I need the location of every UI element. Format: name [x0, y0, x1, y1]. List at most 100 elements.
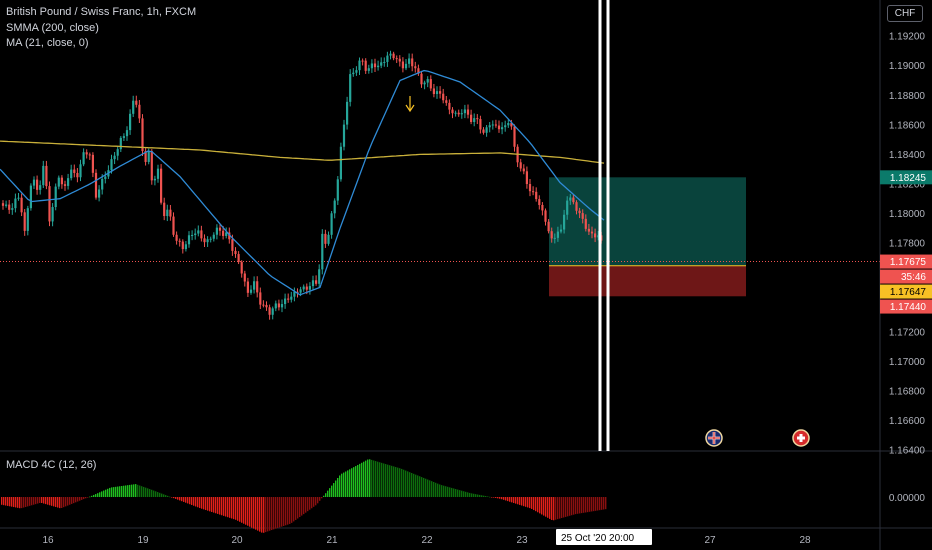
candle-body: [377, 65, 380, 68]
candle-body: [538, 199, 541, 205]
candle-body: [141, 118, 144, 152]
candle-body: [11, 208, 14, 210]
macd-bar: [479, 494, 481, 497]
macd-bar: [417, 475, 419, 497]
candle-body: [463, 109, 466, 114]
macd-bar: [501, 497, 503, 500]
macd-bar: [21, 497, 23, 509]
time-tick-label: 21: [326, 535, 338, 546]
macd-bar: [457, 489, 459, 497]
macd-bar: [365, 460, 367, 497]
candle-body: [510, 123, 513, 127]
candle-body: [398, 58, 401, 62]
candle-body: [318, 269, 321, 284]
flag-gb-icon[interactable]: [705, 429, 723, 447]
macd-bar: [449, 487, 451, 497]
smma-line: [0, 140, 605, 164]
candle-body: [532, 191, 535, 193]
macd-bar: [367, 459, 369, 497]
macd-bar: [595, 497, 597, 511]
macd-bar: [337, 478, 339, 497]
trade-position-zones[interactable]: [549, 177, 746, 297]
candle-body: [98, 189, 101, 198]
macd-bar: [441, 485, 443, 497]
candle-body: [110, 159, 113, 171]
macd-bar: [475, 494, 477, 497]
macd-bar: [587, 497, 589, 513]
macd-bar: [233, 497, 235, 520]
currency-button[interactable]: CHF: [887, 5, 923, 22]
macd-bar: [489, 496, 491, 498]
candle-body: [91, 154, 94, 173]
macd-bar: [517, 497, 519, 505]
macd-bar: [361, 462, 363, 497]
candle-body: [17, 197, 20, 199]
candle-body: [336, 179, 339, 201]
macd-bar: [157, 492, 159, 497]
macd-bar: [459, 490, 461, 497]
macd-bar: [151, 489, 153, 497]
candle-body: [451, 109, 454, 114]
macd-bar: [343, 472, 345, 497]
macd-bar: [443, 485, 445, 497]
price-tick-label: 1.17200: [889, 327, 926, 338]
macd-bar: [47, 497, 49, 505]
macd-bar: [179, 497, 181, 501]
price-tag-text: 1.17440: [890, 302, 927, 313]
macd-bar: [389, 465, 391, 497]
ma-legend[interactable]: MA (21, close, 0): [6, 37, 89, 49]
macd-bar: [187, 497, 189, 504]
candle-body: [556, 231, 559, 238]
macd-bar: [225, 497, 227, 517]
price-tag-box: [880, 254, 932, 269]
macd-bar: [145, 487, 147, 497]
macd-bar: [143, 486, 145, 497]
candle-body: [274, 303, 277, 309]
candle-body: [268, 307, 271, 315]
macd-bar: [119, 486, 121, 497]
time-tick-label: 27: [704, 535, 716, 546]
macd-bar: [465, 491, 467, 497]
symbol-title[interactable]: British Pound / Swiss Franc, 1h, FXCM: [6, 6, 197, 18]
macd-bar: [109, 487, 111, 497]
candle-body: [473, 118, 476, 123]
macd-bar: [375, 461, 377, 497]
macd-bar: [285, 497, 287, 526]
macd-bar: [231, 497, 233, 519]
candle-body: [404, 63, 408, 69]
macd-bar: [397, 467, 399, 497]
macd-bar: [561, 497, 563, 519]
macd-bar: [531, 497, 533, 509]
macd-bar: [553, 497, 555, 521]
candle-body: [144, 151, 147, 162]
candle-body: [122, 136, 125, 138]
time-tick-label: 22: [421, 535, 433, 546]
candle-body: [553, 237, 556, 239]
candle-body: [101, 178, 104, 190]
macd-bar: [549, 497, 551, 519]
macd-bar: [61, 497, 63, 508]
flag-ch-icon[interactable]: [792, 429, 810, 447]
candle-body: [129, 113, 132, 131]
macd-bar: [271, 497, 273, 531]
candle-body: [256, 281, 259, 293]
candle-body: [1, 203, 5, 206]
macd-bar: [363, 461, 365, 497]
macd-bar: [239, 497, 241, 522]
time-axis[interactable]: 16 19 20 21 22 23 27 28: [42, 535, 811, 546]
macd-legend[interactable]: MACD 4C (12, 26): [6, 459, 97, 471]
price-axis[interactable]: 1.19200 1.19000 1.18800 1.18600 1.18400 1.182…: [889, 32, 926, 457]
candle-body: [178, 240, 181, 242]
candle-body: [547, 221, 550, 232]
macd-bar: [551, 497, 553, 521]
macd-bar: [421, 477, 423, 497]
smma-legend[interactable]: SMMA (200, close): [6, 22, 99, 34]
price-tick-label: 1.16600: [889, 416, 926, 427]
macd-bar: [341, 473, 343, 497]
macd-bar: [249, 497, 251, 527]
macd-bar: [263, 497, 265, 533]
candle-body: [135, 100, 138, 105]
macd-bar: [201, 497, 203, 509]
candle-body: [408, 58, 411, 64]
